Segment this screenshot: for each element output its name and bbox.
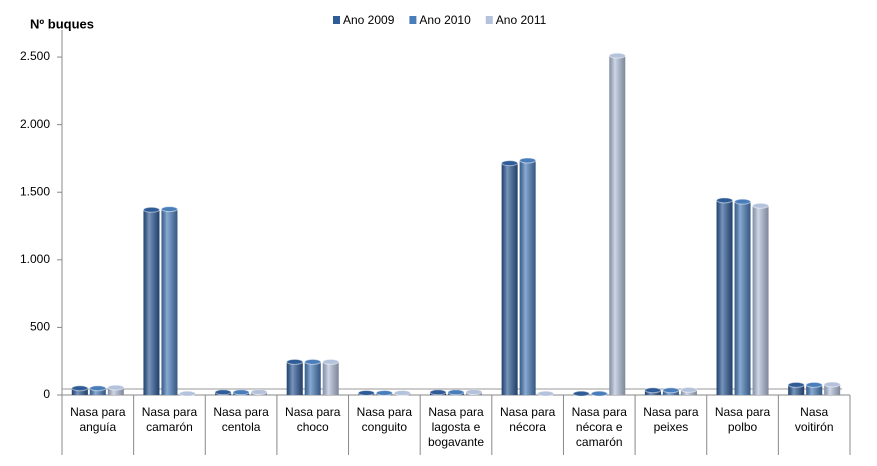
y-tick-label: 1.500 (20, 184, 50, 198)
bar-cap (823, 381, 841, 388)
bar-shine (71, 388, 88, 395)
bar-cap (787, 381, 805, 388)
bar-cap (107, 384, 125, 391)
bar-shine (752, 205, 769, 395)
bar-shine (806, 384, 823, 395)
bar-cap (322, 358, 340, 365)
bar-shine (734, 201, 751, 395)
bar-cap (501, 160, 519, 167)
bar-cap (734, 198, 752, 205)
bar-cap (590, 390, 608, 397)
bar-cap (572, 390, 590, 397)
bar-shine (788, 384, 805, 395)
bar-cap (805, 381, 823, 388)
legend-swatch (485, 16, 493, 24)
bar-cap (375, 389, 393, 396)
x-tick-label: Nasa para anguía (70, 405, 126, 434)
bar-shine (824, 384, 841, 395)
x-tick-label: Nasa para camarón (141, 405, 198, 434)
bar-cap (286, 358, 304, 365)
bar-cap (537, 390, 555, 397)
x-tick-label: Nasa para nécora (499, 405, 556, 434)
bar-shine (89, 388, 106, 395)
bar-cap (680, 386, 698, 393)
x-tick-label: Nasa para centola (213, 405, 269, 434)
bar-shine (304, 361, 321, 395)
bar-cap (752, 202, 770, 209)
legend-label: Ano 2010 (419, 13, 471, 27)
bar-shine (322, 361, 339, 395)
y-tick-label: 0 (43, 387, 50, 401)
bar-shine (161, 209, 178, 395)
bar-cap (214, 389, 232, 396)
bar-cap (716, 197, 734, 204)
bar-shine (609, 55, 626, 396)
bar-cap (160, 206, 178, 213)
bar-cap (232, 389, 250, 396)
x-tick-label: Nasa para peixes (643, 405, 699, 434)
legend-swatch (409, 16, 417, 24)
legend-swatch (333, 16, 340, 24)
legend-label: Ano 2009 (343, 13, 395, 27)
bar-cap (71, 385, 89, 392)
bar-cap (429, 389, 447, 396)
bar-cap (662, 387, 680, 394)
y-tick-label: 500 (30, 320, 50, 334)
x-tick-label: Nasa voitirón (794, 405, 834, 434)
bar-cap (519, 157, 537, 164)
y-tick-label: 1.000 (20, 252, 50, 266)
bar-shine (107, 387, 124, 395)
legend-label: Ano 2011 (496, 13, 547, 27)
bar-cap (178, 390, 196, 397)
x-tick-label: Nasa para nécora e camarón (571, 405, 627, 449)
bar-cap (608, 52, 626, 59)
bar-shine (501, 163, 518, 395)
bar-cap (465, 389, 483, 396)
bar-shine (143, 209, 160, 395)
y-axis-title: Nº buques (30, 16, 94, 31)
x-tick-label: Nasa para choco (285, 405, 341, 434)
bar-shine (286, 361, 303, 395)
bar-cap (250, 389, 268, 396)
bar-cap (304, 358, 322, 365)
y-tick-label: 2.500 (20, 49, 50, 63)
bar-cap (357, 389, 375, 396)
x-tick-label: Nasa para polbo (714, 405, 771, 434)
bar-cap (447, 389, 465, 396)
x-tick-label: Nasa para lagosta e bogavante (427, 405, 485, 449)
bar-cap (393, 389, 411, 396)
bar-cap (644, 387, 662, 394)
bar-cap (142, 206, 160, 213)
bar-shine (716, 200, 733, 395)
y-tick-label: 2.000 (20, 117, 50, 131)
bar-cap (89, 385, 107, 392)
x-tick-label: Nasa para conguito (356, 405, 413, 434)
bar-shine (519, 160, 536, 395)
